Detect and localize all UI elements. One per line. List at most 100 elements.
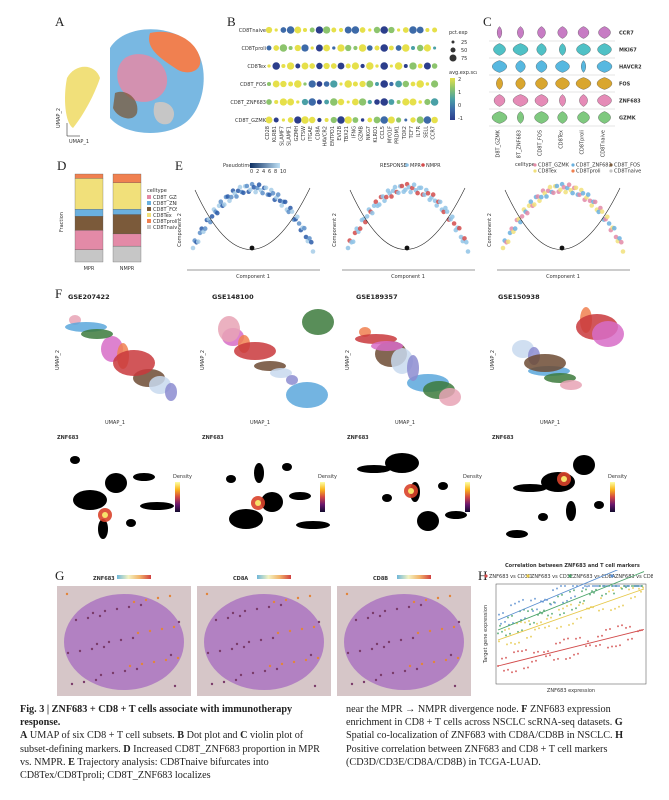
h-point: [628, 585, 630, 587]
h-point: [517, 650, 519, 653]
e-legend1-tick: 6: [268, 169, 271, 175]
trajectory-point: [382, 198, 387, 204]
trajectory-point: [558, 187, 563, 193]
h-fit-line: [497, 570, 619, 621]
h-point: [616, 585, 618, 587]
h-point: [527, 610, 529, 613]
spatial-spot: [399, 638, 403, 642]
panel-c-violin: CCR7 MKI67 HAVCR2 FOS ZNF683 GZMK CD8T_GZMK CD8…: [489, 26, 642, 158]
spatial-spot: [382, 645, 386, 649]
h-point: [581, 590, 583, 593]
trajectory-point: [525, 210, 530, 216]
h-point: [560, 585, 562, 587]
spatial-spot: [280, 662, 284, 666]
dot-mark: [266, 99, 272, 105]
h-point: [513, 651, 515, 654]
f-umap-xlabel: UMAP_1: [395, 420, 415, 426]
spatial-spot: [374, 678, 378, 682]
trajectory-ylabel: Component 2: [177, 213, 183, 247]
dot-mark: [409, 62, 417, 70]
violin-group-label: CD8T_ZNF683: [517, 130, 523, 158]
h-legend-label: ZNF683 vs CD3D: [489, 574, 532, 580]
trajectory-point: [399, 183, 405, 189]
h-point: [598, 609, 600, 612]
f-density-gene: ZNF683: [57, 435, 79, 441]
h-point: [550, 616, 552, 619]
h-point: [544, 626, 546, 629]
h-point: [557, 657, 559, 660]
spatial-spot: [255, 607, 259, 611]
dot-mark: [308, 80, 316, 88]
h-point: [631, 585, 633, 587]
violin-mark: [581, 60, 586, 73]
trajectory-point: [551, 190, 556, 196]
trajectory-point: [589, 203, 594, 208]
trajectory-point: [403, 187, 408, 193]
dot-mark: [287, 98, 295, 106]
spatial-spot: [82, 680, 86, 684]
trajectory-point: [545, 188, 551, 194]
h-point: [585, 645, 587, 648]
f-density-bar: [610, 482, 615, 512]
violin-gene-label: GZMK: [619, 116, 637, 122]
h-point: [632, 587, 634, 589]
dot-mark: [368, 28, 372, 32]
dot-gene-label: CCL5: [380, 126, 386, 139]
h-point: [556, 587, 558, 590]
h-point: [520, 621, 522, 623]
violin-mark: [596, 77, 613, 90]
spatial-spot: [259, 638, 263, 642]
h-point: [563, 612, 565, 615]
f-umap-cluster: [286, 375, 298, 385]
trajectory-point: [465, 249, 471, 254]
h-point: [565, 658, 567, 660]
spatial-spot: [243, 609, 247, 613]
dot-mark: [272, 62, 280, 70]
dot-gene-label: HAVCR2: [323, 126, 329, 146]
branch-node: [404, 245, 410, 251]
f-umap-cluster: [113, 350, 155, 376]
h-point: [562, 607, 564, 610]
spatial-spot: [436, 596, 440, 600]
stack-segment: [74, 173, 104, 179]
f-density-title: Density: [318, 474, 337, 480]
trajectory-point: [225, 194, 231, 199]
dot-mark: [265, 116, 273, 124]
f-umap-cluster: [218, 316, 240, 342]
dot-mark: [308, 98, 316, 106]
f-umap-plot: UMAP_1 UMAP_2 ZNF683 Density: [55, 315, 192, 539]
dot-gene-label: CTSW: [301, 126, 307, 141]
f-density-cluster: [98, 519, 108, 539]
spatial-spot: [148, 629, 152, 633]
dot-mark: [389, 64, 393, 68]
caption-text: Dot plot and: [184, 730, 241, 742]
h-point: [500, 622, 502, 625]
dot-mark: [324, 99, 330, 105]
spatial-spot: [238, 614, 242, 618]
h-point: [501, 657, 503, 660]
stack-segment: [74, 178, 104, 210]
h-point: [618, 585, 620, 587]
violin-mark: [597, 94, 612, 107]
trajectory-point: [286, 209, 291, 215]
trajectory-point: [408, 189, 413, 195]
spatial-spot: [160, 627, 164, 631]
h-point: [514, 602, 516, 605]
h-point: [505, 656, 507, 659]
trajectory-point: [270, 191, 276, 196]
h-point: [534, 597, 536, 600]
dot-mark: [351, 26, 360, 34]
spatial-spot: [135, 667, 139, 671]
h-point: [548, 625, 550, 628]
dot-mark: [332, 46, 336, 50]
spatial-spot: [375, 642, 379, 646]
spatial-spot: [86, 616, 90, 620]
spatial-spot: [457, 620, 461, 624]
e-legend3-label: CD8T_GZMK: [538, 163, 570, 169]
h-legend-mark: [484, 574, 488, 578]
dot-gene-label: GZMH: [294, 126, 300, 142]
spatial-spot: [449, 653, 453, 657]
h-point: [621, 587, 623, 590]
spatial-spot: [379, 673, 383, 677]
h-point: [566, 599, 568, 602]
